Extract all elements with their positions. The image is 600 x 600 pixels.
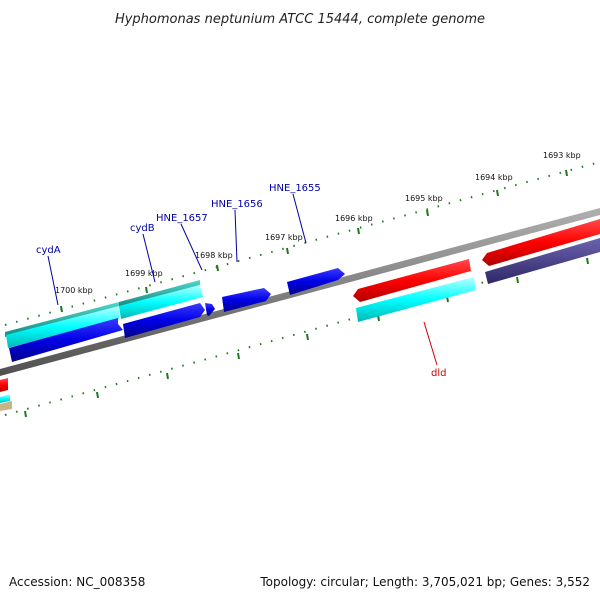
tick-label-1693: 1693 kbp [543,151,581,160]
inner-major-tick [96,391,99,399]
major-tick [145,286,148,294]
cds-cydB-arrow [123,303,205,338]
inner-major-tick [306,333,309,341]
gene-label-hne1657: HNE_1657 [156,213,208,224]
major-tick [357,227,360,235]
leader-hne1657 [180,223,203,271]
reverse-cds-row [353,219,600,302]
left-edge-features [0,378,12,411]
gene-label-dld: dld [431,368,446,379]
major-tick [496,189,499,197]
leader-dld [423,321,438,366]
cyan-feature [6,306,119,348]
cds-hne1657-arrow [205,303,215,316]
label-leaders [47,193,438,366]
accession-text: Accession: NC_008358 [9,575,145,589]
inner-major-tick [166,372,169,380]
tick-label-1695: 1695 kbp [405,194,443,203]
cyan-feature [356,277,476,322]
cyan-feature-row-upper [6,285,203,348]
tick-label-1694: 1694 kbp [475,173,513,182]
tick-label-1697: 1697 kbp [265,233,303,242]
gene-label-cydB: cydB [130,223,155,234]
major-tick [60,305,63,313]
gene-label-cydA: cydA [36,245,61,256]
lower-feature-row [356,238,600,322]
forward-cds-row [9,268,345,362]
genome-summary-text: Topology: circular; Length: 3,705,021 bp… [259,575,590,589]
major-tick [565,169,568,177]
red-feature-fragment [0,378,8,392]
tick-label-1698: 1698 kbp [195,251,233,260]
inner-major-tick [516,276,519,284]
tick-label-1699: 1699 kbp [125,269,163,278]
leader-hne1655 [292,193,307,244]
gene-label-hne1656: HNE_1656 [211,199,263,210]
cyan-feature [119,285,203,319]
cds-reverse-arrow [482,219,600,266]
cds-dld-arrow [353,259,471,302]
map-title: Hyphomonas neptunium ATCC 15444, complet… [115,12,485,27]
cyan-feature-fragment [0,394,10,403]
gene-label-hne1655: HNE_1655 [269,183,321,194]
major-tick [426,209,429,217]
major-tick [286,247,289,255]
inner-major-tick [586,257,589,265]
tick-label-1696: 1696 kbp [335,214,373,223]
leader-cydB [142,233,156,283]
cds-hne1655-arrow [287,268,345,295]
major-tick [216,264,219,272]
genome-backbone [0,208,600,376]
slate-feature [485,238,600,284]
leader-cydA [47,255,59,306]
tan-feature-fragment [0,401,12,411]
teal-feature [119,280,200,307]
major-ticks [60,169,568,313]
inner-major-tick [24,410,27,418]
tick-label-1700: 1700 kbp [55,286,93,295]
inner-major-tick [237,352,240,360]
cds-hne1656-arrow [222,288,271,312]
leader-hne1656 [234,209,238,263]
cds-cydA-arrow [9,318,123,362]
